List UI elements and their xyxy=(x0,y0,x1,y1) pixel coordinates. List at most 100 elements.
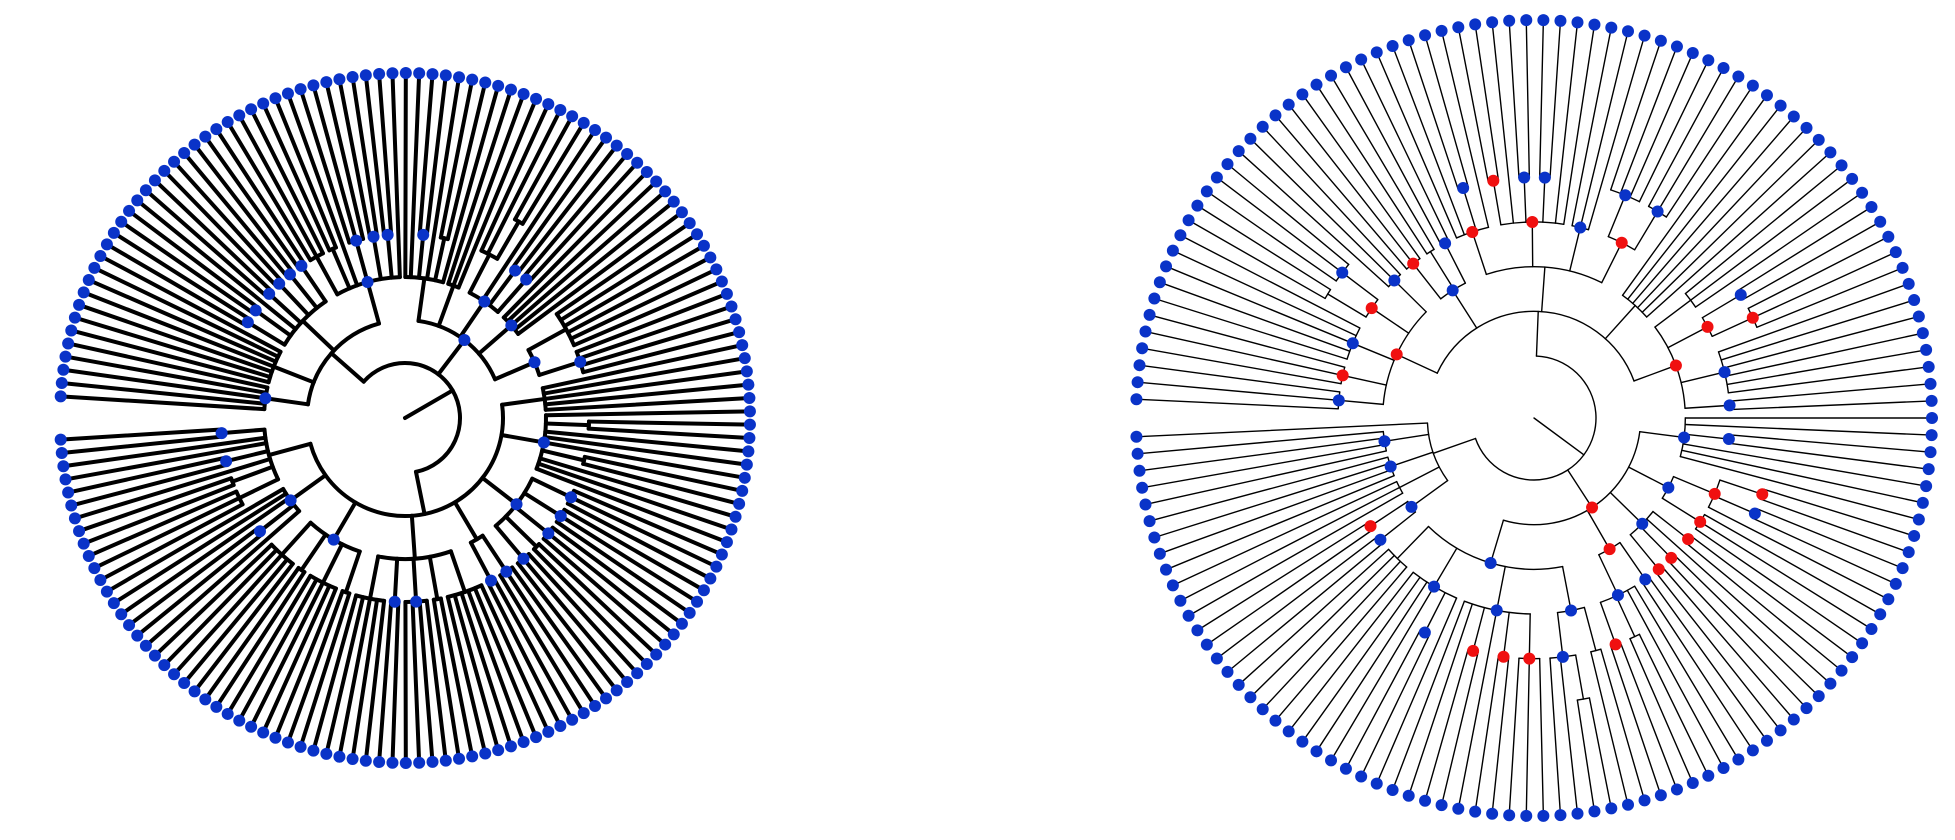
branch-edge xyxy=(324,80,366,241)
branch-edge xyxy=(1703,513,1881,615)
branch-edge xyxy=(287,272,319,310)
leaf-node xyxy=(1824,146,1837,159)
leaf-node xyxy=(683,217,696,230)
leaf-node xyxy=(589,124,602,137)
branch-edge xyxy=(1429,250,1455,291)
branch-edge xyxy=(63,354,269,395)
leaf-node xyxy=(426,755,439,768)
branch-edge xyxy=(1138,437,1385,472)
leaf-node xyxy=(621,148,634,161)
internal-node xyxy=(1490,604,1503,617)
branch-edge xyxy=(558,513,700,604)
branch-edge xyxy=(1601,242,1623,284)
leaf-node xyxy=(178,146,191,159)
leaf-node xyxy=(1732,70,1745,83)
branch-edge xyxy=(285,91,360,288)
branch-edge xyxy=(1633,585,1740,761)
leaf-node xyxy=(1452,802,1465,815)
branch-edge xyxy=(343,549,362,595)
branch-edge xyxy=(135,532,265,638)
leaf-node xyxy=(1874,215,1887,228)
branch-edge xyxy=(1159,281,1351,352)
leaf-node xyxy=(294,740,307,753)
marked-internal-node xyxy=(1609,638,1622,651)
leaf-node xyxy=(1846,651,1859,664)
branch-edge xyxy=(427,554,440,602)
branch-edge xyxy=(537,359,583,378)
leaf-node xyxy=(610,139,623,152)
branch-edge xyxy=(263,396,310,407)
branch-edge xyxy=(554,221,692,317)
branch-edge xyxy=(1713,495,1756,515)
branch-edge xyxy=(1742,221,1881,301)
branch-edge xyxy=(69,462,230,508)
branch-edge xyxy=(1656,75,1740,213)
branch-edge xyxy=(501,169,649,320)
branch-edge xyxy=(1646,518,1832,685)
left-circular-tree xyxy=(54,67,756,769)
leaf-node xyxy=(1269,714,1282,727)
branch-edge xyxy=(1633,210,1659,251)
branch-edge xyxy=(1261,126,1402,276)
branch-edge xyxy=(1226,163,1350,266)
branch-edge xyxy=(298,87,352,245)
branch-edge xyxy=(452,500,479,542)
branch-edge xyxy=(1489,519,1505,564)
branch-edge xyxy=(273,96,338,250)
branch-edge xyxy=(417,72,435,237)
branch-edge xyxy=(1474,655,1500,813)
leaf-node xyxy=(123,619,136,632)
internal-node xyxy=(1678,431,1691,444)
leaf-node xyxy=(54,390,67,403)
internal-node xyxy=(1734,288,1747,301)
leaf-node xyxy=(199,130,212,143)
branch-edge xyxy=(543,395,752,412)
branch-edge xyxy=(1172,480,1398,587)
leaf-node xyxy=(1166,579,1179,592)
branch-arc xyxy=(1485,265,1603,284)
leaf-node xyxy=(530,92,543,105)
leaf-node xyxy=(1296,735,1309,748)
leaf-node xyxy=(59,350,72,363)
leaf-node xyxy=(1787,713,1800,726)
branch-edge xyxy=(1327,293,1367,318)
branch-edge xyxy=(1549,657,1562,816)
leaf-node xyxy=(1902,277,1915,290)
branch-arc xyxy=(308,402,505,518)
branch-edge xyxy=(1567,469,1593,509)
leaf-node xyxy=(158,659,171,672)
branch-edge xyxy=(1432,437,1477,454)
leaf-node xyxy=(320,76,333,89)
branch-edge xyxy=(569,495,719,569)
internal-node xyxy=(505,319,518,332)
branch-edge xyxy=(459,591,513,749)
branch-edge xyxy=(299,532,328,573)
leaf-node xyxy=(621,675,634,688)
branch-edge xyxy=(1440,30,1490,229)
leaf-node xyxy=(650,175,663,188)
branch-edge xyxy=(1352,342,1395,362)
root-edge xyxy=(1533,417,1585,456)
leaf-node xyxy=(738,471,751,484)
internal-node xyxy=(1484,556,1497,569)
branch-edge xyxy=(1638,633,1710,777)
internal-node xyxy=(1346,337,1359,350)
leaf-node xyxy=(1386,39,1399,52)
branch-edge xyxy=(59,434,224,455)
leaf-node xyxy=(733,326,746,339)
leaf-node xyxy=(100,238,113,251)
branch-edge xyxy=(225,573,313,716)
branch-edge xyxy=(1571,26,1613,227)
branch-edge xyxy=(377,599,394,765)
leaf-node xyxy=(554,103,567,116)
branch-edge xyxy=(1579,30,1629,229)
branch-arc xyxy=(1324,288,1332,300)
internal-node xyxy=(388,595,401,608)
branch-edge xyxy=(1747,236,1890,310)
branch-edge xyxy=(1728,434,1932,453)
branch-edge xyxy=(1206,190,1337,282)
branch-edge xyxy=(1694,528,1863,644)
branch-edge xyxy=(111,491,289,606)
leaf-node xyxy=(683,606,696,619)
branch-edge xyxy=(408,71,422,280)
